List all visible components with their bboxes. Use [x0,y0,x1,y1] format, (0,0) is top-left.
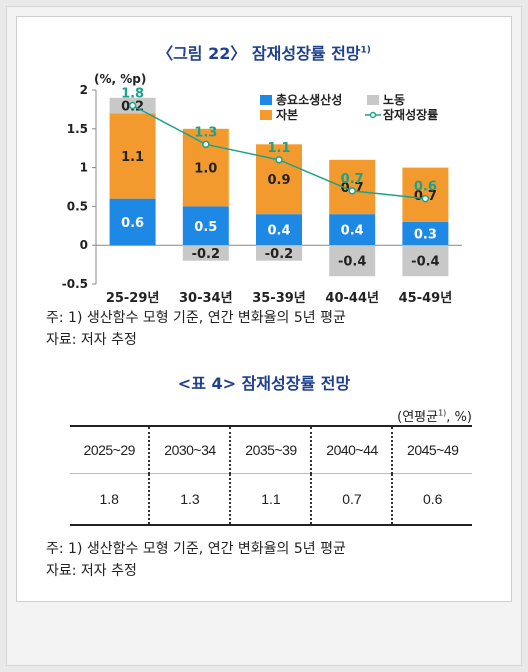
bar-data-label: -0.4 [411,255,439,270]
table-header-cell: 2040~44 [310,425,393,474]
table-value-cell: 1.3 [148,473,231,526]
table-value-cell: 0.7 [310,473,393,526]
legend-label: 자본 [276,107,298,122]
bar-data-label: -0.4 [338,255,366,270]
growth-table: 2025~29 2030~34 2035~39 2040~44 2045~49 … [70,425,472,526]
legend-swatch [260,110,272,120]
bar-data-label: 0.9 [267,173,290,188]
bar-segment [109,198,156,246]
legend-label: 총요소생산성 [276,92,342,107]
bar-segment [402,221,449,246]
bar-data-label: 0.4 [341,224,364,239]
chart-source: 자료: 저자 추정 [46,332,137,348]
y-unit-label: (%, %p) [94,72,146,86]
x-tick-label: 45-49년 [399,291,453,306]
x-tick-label: 40-44년 [325,291,379,306]
bar-segment [329,214,376,246]
bar-data-label: -0.2 [192,247,220,262]
chart-note: 주: 1) 생산함수 모형 기준, 연간 변화율의 5년 평균 [46,310,346,326]
figure-title-sup: 1) [360,45,371,56]
y-tick-label: -0.5 [62,277,88,291]
table-unit: (연평균1), %) [397,406,472,425]
table-unit-text: (연평균 [397,410,439,425]
table-header-row: 2025~29 2030~34 2035~39 2040~44 2045~49 [70,425,472,474]
bar-data-label: 0.4 [267,224,290,239]
table-value-row: 1.8 1.3 1.1 0.7 0.6 [70,473,472,526]
table-unit-sup: 1) [438,408,447,418]
bar-data-label: 1.1 [121,150,144,165]
x-tick-label: 35-39년 [252,291,306,306]
growth-rate-label: 1.1 [267,141,290,156]
table-unit-tail: , %) [446,410,472,425]
figure-title-text: 〈그림 22〉 잠재성장률 전망 [157,44,361,63]
legend-line-marker [369,111,377,119]
bar-segment [402,167,449,222]
legend-label: 잠재성장률 [383,107,438,122]
y-tick-label: 1 [80,161,88,175]
growth-rate-label: 0.6 [414,180,437,195]
growth-rate-label: 1.8 [121,87,144,102]
figure-title: 〈그림 22〉 잠재성장률 전망1) [0,40,528,64]
y-tick-label: 1.5 [67,122,88,136]
growth-rate-point [348,187,356,195]
growth-rate-point [421,194,430,203]
growth-rate-label: 1.3 [194,125,217,140]
x-tick-label: 30-34년 [179,291,233,306]
y-tick-label: 0 [80,238,88,252]
table-header-cell: 2045~49 [391,425,472,474]
table-source: 자료: 저자 추정 [46,563,137,579]
legend-swatch [260,95,272,105]
legend-swatch [367,95,379,105]
table-note: 주: 1) 생산함수 모형 기준, 연간 변화율의 5년 평균 [46,541,346,557]
table-value-cell: 1.1 [229,473,312,526]
table-value-cell: 0.6 [391,473,472,526]
y-tick-label: 2 [80,83,88,97]
growth-rate-point [275,156,283,164]
bar-segment [109,113,156,199]
y-tick-label: 0.5 [67,199,88,213]
growth-rate-label: 0.7 [341,172,364,187]
growth-rate-point [128,101,137,110]
stacked-bar-chart: -0.500.511.52(%, %p)0.61.10.225-29년0.51.… [62,72,462,306]
table-value-cell: 1.8 [70,473,150,526]
bar-segment [402,245,449,277]
bar-segment [256,214,302,246]
legend-label: 노동 [383,93,405,107]
bar-segment [256,245,302,261]
bar-segment [329,159,376,215]
bar-data-label: 0.3 [414,228,437,243]
growth-rate-point [202,140,210,149]
bar-segment [182,206,229,246]
bar-segment [329,245,376,277]
x-tick-label: 25-29년 [106,291,160,306]
table-header-cell: 2025~29 [70,425,150,474]
table-title: <표 4> 잠재성장률 전망 [177,374,351,393]
bar-data-label: -0.2 [265,247,293,262]
bar-data-label: 0.6 [121,216,144,231]
table-header-cell: 2035~39 [229,425,312,474]
bar-segment [182,245,229,261]
bar-data-label: 1.0 [194,162,217,177]
table-header-cell: 2030~34 [148,425,231,474]
bar-data-label: 0.5 [194,220,217,235]
